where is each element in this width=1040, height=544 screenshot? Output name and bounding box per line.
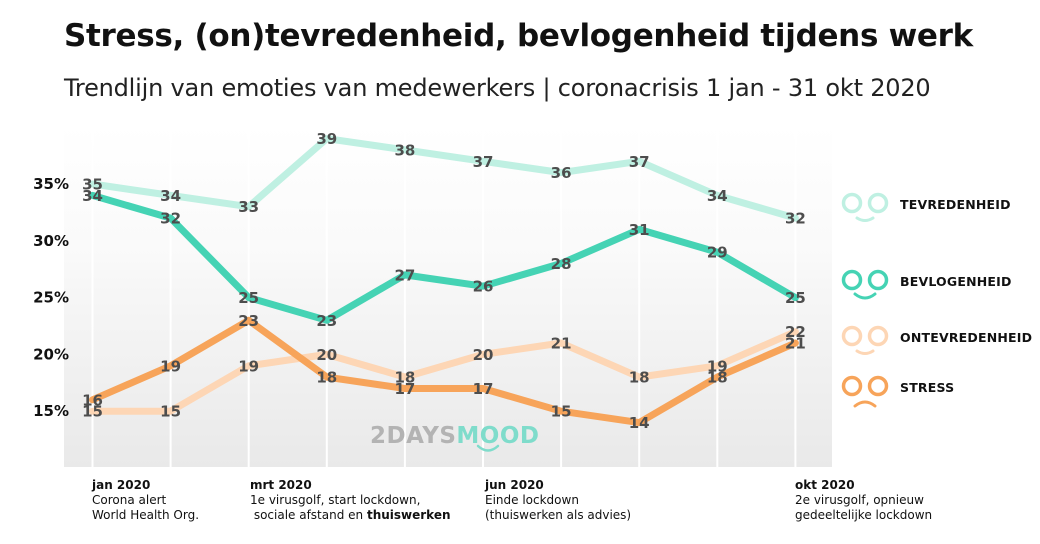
legend-item-stress: STRESS [841, 375, 954, 408]
data-label: 32 [160, 210, 181, 228]
data-label: 32 [785, 210, 806, 228]
data-label: 15 [160, 403, 181, 421]
face-icon [841, 192, 889, 222]
data-label: 25 [238, 289, 259, 307]
watermark-part1: 2DAYS [370, 423, 456, 449]
chart-subtitle: Trendlijn van emoties van medewerkers | … [64, 74, 931, 102]
data-label: 18 [707, 369, 728, 387]
face-icon [841, 325, 889, 355]
annotation-jan: jan 2020 Corona alert World Health Org. [92, 478, 199, 523]
plot-background [64, 125, 832, 467]
y-axis: 35% 30% 25% 20% 15% [33, 175, 69, 420]
data-label: 18 [316, 369, 337, 387]
face-icon [841, 269, 889, 300]
legend-label: TEVREDENHEID [900, 197, 1011, 212]
series-line-tevredenheid [89, 135, 799, 222]
legend-item-tevredenheid: TEVREDENHEID [841, 192, 1011, 222]
gridlines [91, 125, 797, 467]
data-label: 21 [551, 335, 572, 353]
data-label: 35 [82, 176, 103, 194]
data-label: 29 [707, 244, 728, 262]
data-label: 18 [394, 369, 415, 387]
data-label: 39 [316, 130, 337, 148]
data-label: 27 [394, 266, 415, 284]
data-label: 16 [82, 391, 103, 409]
series-line-stress [89, 316, 799, 427]
annotation-line: gedeeltelijke lockdown [795, 508, 933, 522]
annotation-text: sociale afstand en [250, 508, 367, 522]
legend-label: BEVLOGENHEID [900, 274, 1012, 289]
annotation-line: Corona alert [92, 493, 167, 507]
data-label: 37 [473, 153, 494, 171]
data-label: 15 [551, 403, 572, 421]
annotation-title: jan 2020 [92, 478, 151, 492]
annotation-line: (thuiswerken als advies) [485, 508, 632, 522]
data-label: 19 [238, 357, 259, 375]
data-label: 36 [551, 164, 572, 182]
annotation-line: World Health Org. [92, 508, 200, 522]
data-label: 34 [707, 187, 728, 205]
data-label: 26 [473, 278, 494, 296]
data-label: 22 [785, 323, 806, 341]
data-label: 20 [473, 346, 494, 364]
data-label: 19 [160, 357, 181, 375]
data-label: 33 [238, 198, 259, 216]
y-tick-label: 25% [33, 289, 69, 307]
watermark-part2: MOOD [456, 423, 539, 449]
legend-label: ONTEVREDENHEID [900, 330, 1032, 345]
data-label: 14 [629, 414, 650, 432]
annotation-bold-text: thuiswerken [366, 508, 451, 522]
annotation-mrt: mrt 2020 1e virusgolf, start lockdown, s… [250, 478, 451, 523]
face-icon [841, 375, 889, 408]
data-label: 31 [629, 221, 650, 239]
watermark-smile-icon [476, 444, 500, 452]
data-label: 18 [629, 369, 650, 387]
data-label: 19 [707, 357, 728, 375]
data-label: 28 [551, 255, 572, 273]
y-tick-label: 20% [33, 345, 69, 363]
y-tick-label: 35% [33, 175, 69, 193]
annotation-title: jun 2020 [485, 478, 544, 492]
annotation-title: okt 2020 [795, 478, 855, 492]
annotation-jun: jun 2020 Einde lockdown (thuiswerken als… [485, 478, 631, 523]
data-label: 21 [785, 335, 806, 353]
data-label: 25 [785, 289, 806, 307]
annotation-title: mrt 2020 [250, 478, 312, 492]
data-label: 34 [160, 187, 181, 205]
series-line-bevlogenheid [89, 191, 799, 324]
annotation-line: 1e virusgolf, start lockdown, [250, 493, 421, 507]
legend: TEVREDENHEID BEVLOGENHEID ONTEVREDENHEID ST… [841, 192, 1032, 408]
annotation-line: 2e virusgolf, opnieuw [795, 493, 924, 507]
legend-item-bevlogenheid: BEVLOGENHEID [841, 269, 1012, 300]
data-label: 17 [394, 380, 415, 398]
annotation-line-2: sociale afstand en thuiswerken [250, 508, 451, 523]
series-lines [89, 135, 799, 427]
data-label: 37 [629, 153, 650, 171]
data-label: 38 [394, 141, 415, 159]
watermark: 2DAYSMOOD [370, 423, 540, 449]
chart-title: Stress, (on)tevredenheid, bevlogenheid t… [64, 18, 973, 54]
data-label: 23 [316, 312, 337, 330]
data-label: 34 [82, 187, 103, 205]
series-line-ontevredenheid [89, 328, 799, 415]
data-label: 20 [316, 346, 337, 364]
legend-item-ontevredenheid: ONTEVREDENHEID [841, 325, 1032, 355]
data-label: 15 [82, 403, 103, 421]
legend-label: STRESS [900, 380, 954, 395]
y-tick-label: 30% [33, 232, 69, 250]
data-label: 23 [238, 312, 259, 330]
annotation-okt: okt 2020 2e virusgolf, opnieuw gedeeltel… [795, 478, 932, 523]
y-tick-label: 15% [33, 402, 69, 420]
annotation-line: Einde lockdown [485, 493, 579, 507]
data-label: 17 [473, 380, 494, 398]
